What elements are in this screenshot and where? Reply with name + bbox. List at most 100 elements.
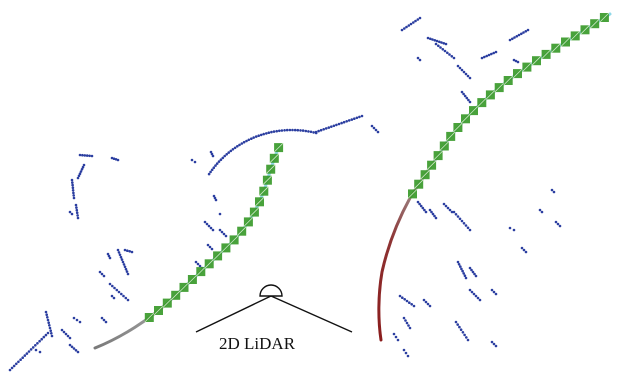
scan-point: [414, 19, 417, 23]
scan-point: [75, 211, 79, 215]
scan-point: [19, 358, 22, 362]
scan-point: [494, 50, 498, 54]
scan-point: [304, 129, 308, 133]
scan-point: [108, 256, 112, 260]
scan-point: [40, 337, 43, 341]
scan-point: [460, 90, 464, 94]
scan-point: [440, 41, 443, 44]
scan-point: [520, 32, 523, 36]
scan-point: [110, 156, 114, 160]
scan-point: [408, 301, 411, 305]
scan-point: [227, 151, 230, 154]
pose-marker: [494, 82, 504, 93]
scan-point: [490, 288, 494, 292]
scan-point: [38, 350, 42, 354]
scan-point: [83, 154, 87, 157]
scan-point: [71, 189, 75, 192]
scan-point: [77, 174, 81, 178]
scan-point: [448, 208, 452, 212]
scan-point: [468, 76, 472, 80]
scan-point: [245, 139, 248, 143]
scan-point: [464, 224, 468, 227]
scan-point: [412, 21, 415, 24]
pose-marker: [153, 305, 164, 316]
scan-point: [72, 191, 75, 195]
scan-point: [424, 210, 428, 214]
lidar-fov-left-line: [195, 295, 272, 333]
scan-point: [106, 252, 110, 256]
scan-point: [464, 72, 468, 76]
scan-point: [452, 210, 456, 214]
scan-point: [345, 120, 349, 123]
scan-point: [68, 336, 72, 340]
scan-point: [309, 130, 313, 134]
scan-point: [480, 56, 484, 60]
scan-point: [75, 208, 79, 212]
scan-point: [463, 274, 467, 278]
scan-point: [194, 260, 198, 264]
scan-point: [47, 321, 50, 325]
scan-point: [520, 246, 524, 250]
scan-point: [433, 214, 436, 218]
scan-point: [461, 269, 464, 273]
scan-point: [223, 154, 226, 158]
pose-marker: [485, 90, 496, 100]
pose-marker: [243, 217, 254, 227]
scan-point: [524, 30, 528, 33]
pose-marker: [229, 235, 239, 245]
scan-point: [102, 318, 106, 322]
scan-point: [467, 98, 470, 102]
scan-point: [456, 64, 460, 68]
scan-point: [126, 272, 130, 276]
scan-point: [74, 349, 78, 352]
scan-point: [212, 194, 216, 198]
scan-point: [23, 354, 27, 357]
scan-point: [217, 160, 221, 163]
scan-point: [119, 255, 123, 259]
pose-marker: [453, 122, 463, 133]
scan-point: [526, 28, 530, 32]
scan-point: [307, 130, 310, 133]
pose-marker: [254, 197, 265, 207]
lidar-fov-right-line: [270, 295, 353, 333]
scan-point: [78, 172, 82, 175]
pose-marker: [236, 226, 247, 236]
scan-point: [206, 243, 210, 247]
scan-point: [48, 324, 51, 327]
scan-point: [478, 298, 482, 302]
scan-point: [494, 292, 498, 296]
scan-point: [190, 158, 194, 162]
scan-point: [412, 304, 416, 308]
scan-point: [463, 94, 467, 98]
scan-point: [45, 313, 48, 317]
pose-marker: [212, 251, 223, 261]
scan-point: [464, 276, 468, 280]
scan-point: [492, 290, 496, 294]
scan-point: [524, 250, 528, 254]
scan-point: [46, 316, 49, 319]
pose-marker: [531, 55, 542, 66]
scan-point: [299, 129, 302, 132]
pose-marker: [144, 312, 155, 323]
scan-point: [516, 60, 520, 64]
scan-point: [407, 324, 410, 327]
scan-point: [71, 183, 74, 187]
scan-point: [291, 128, 294, 132]
pose-marker-group: [144, 12, 610, 323]
scan-point: [25, 352, 29, 355]
scan-point: [319, 128, 323, 132]
scan-point: [404, 351, 408, 355]
scan-point: [396, 338, 400, 342]
scan-point: [450, 55, 454, 58]
scan-point: [490, 340, 494, 344]
scan-point: [272, 130, 276, 133]
scan-point: [72, 347, 76, 350]
scan-point: [34, 344, 37, 347]
scan-point: [314, 130, 318, 134]
scan-point: [14, 362, 18, 366]
scan-point: [123, 265, 127, 269]
scan-point: [485, 54, 489, 58]
scan-point: [550, 188, 554, 192]
scan-point: [452, 56, 456, 60]
scan-point: [10, 366, 14, 370]
